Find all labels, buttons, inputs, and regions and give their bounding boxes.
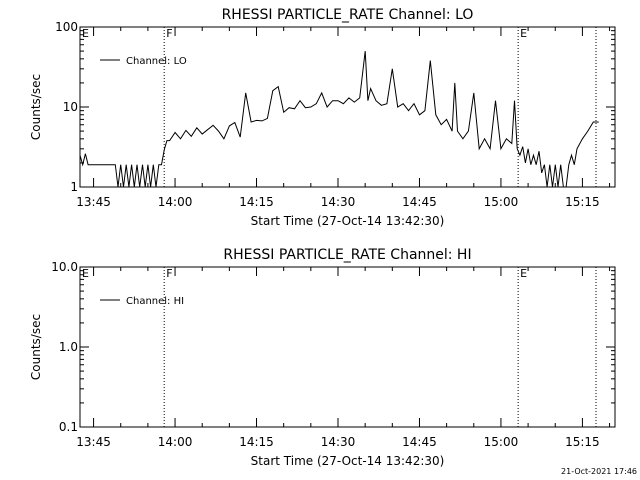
y-tick-label: 1.0 (59, 340, 78, 354)
x-tick-label: 14:30 (321, 435, 356, 449)
x-axis-label: Start Time (27-Oct-14 13:42:30) (251, 454, 445, 468)
y-tick-label: 0.1 (59, 420, 78, 434)
x-tick-label: 13:45 (76, 195, 111, 209)
x-tick-label: 13:45 (76, 435, 111, 449)
footer-date-stamp: 21-Oct-2021 17:46 (561, 467, 637, 476)
x-tick-label: 15:00 (484, 195, 519, 209)
lo-channel-panel: RHESSI PARTICLE_RATE Channel: LO 1 10 100 13… (29, 7, 616, 228)
y-tick-label: 10.0 (51, 260, 78, 274)
y-axis-label: Counts/sec (29, 314, 43, 380)
event-marker-label: E (520, 267, 527, 280)
x-tick-label: 14:00 (158, 195, 193, 209)
event-marker-label: F (166, 267, 172, 280)
legend-label: Channel: HI (126, 296, 184, 307)
chart-title: RHESSI PARTICLE_RATE Channel: HI (223, 247, 471, 263)
series-line (79, 51, 599, 188)
x-tick-label: 15:15 (565, 195, 600, 209)
x-axis-label: Start Time (27-Oct-14 13:42:30) (251, 214, 445, 228)
chart-title: RHESSI PARTICLE_RATE Channel: LO (222, 7, 474, 23)
x-tick-label: 14:15 (239, 435, 274, 449)
x-tick-label: 14:45 (402, 195, 437, 209)
legend-label: Channel: LO (126, 56, 187, 67)
event-marker-label: E (520, 27, 527, 40)
x-tick-label: 14:30 (321, 195, 356, 209)
x-tick-label: 14:45 (402, 435, 437, 449)
y-axis-label: Counts/sec (29, 74, 43, 140)
y-tick-label: 1 (70, 180, 78, 194)
x-tick-label: 15:15 (565, 435, 600, 449)
y-tick-label: 100 (55, 20, 78, 34)
event-marker-label: E (82, 27, 89, 40)
hi-channel-panel: RHESSI PARTICLE_RATE Channel: HI 0.1 1.0 10… (29, 247, 616, 468)
event-marker-label: F (166, 27, 172, 40)
x-tick-label: 14:00 (158, 435, 193, 449)
y-tick-label: 10 (63, 100, 78, 114)
x-tick-label: 14:15 (239, 195, 274, 209)
x-tick-label: 15:00 (484, 435, 519, 449)
event-marker-label: E (82, 267, 89, 280)
